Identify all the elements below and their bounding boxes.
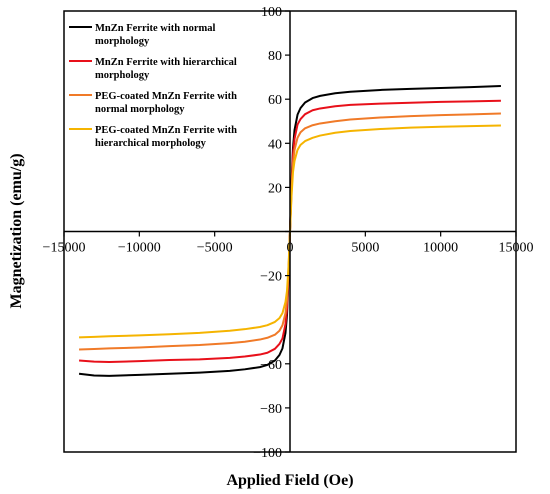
x-tick-label: −5000 xyxy=(197,241,233,256)
legend-label-3: normal morphology xyxy=(95,104,185,115)
x-tick-label: −10000 xyxy=(118,241,161,256)
legend: MnZn Ferrite with normal morphology MnZn F… xyxy=(69,23,237,149)
x-tick-label: 10000 xyxy=(423,241,458,256)
x-tick-label: 0 xyxy=(287,241,294,256)
series-layer xyxy=(78,84,501,377)
y-tick-label: 80 xyxy=(268,49,282,64)
series-line-4 xyxy=(79,124,501,339)
legend-label-1: MnZn Ferrite with normal xyxy=(95,23,216,34)
y-tick-label: 40 xyxy=(268,137,282,152)
y-axis-title: Magnetization (emu/g) xyxy=(8,153,25,308)
legend-label-1: morphology xyxy=(95,36,150,47)
legend-label-3: PEG-coated MnZn Ferrite with xyxy=(95,91,237,102)
legend-label-4: PEG-coated MnZn Ferrite with xyxy=(95,125,237,136)
y-tick-label: −60 xyxy=(260,358,282,373)
axes-layer: −15000 −10000 −5000 0 5000 10000 15000 −100 −80 −… xyxy=(43,5,534,461)
x-tick-label: 15000 xyxy=(499,241,534,256)
y-tick-label: −20 xyxy=(260,270,282,285)
legend-label-4: hierarchical morphology xyxy=(95,138,207,149)
y-tick-label: 20 xyxy=(268,181,282,196)
legend-label-2: morphology xyxy=(95,70,150,81)
x-axis-title: Applied Field (Oe) xyxy=(226,472,353,489)
y-tick-label: −80 xyxy=(260,402,282,417)
y-tick-label: −100 xyxy=(253,446,282,461)
y-tick-label: 60 xyxy=(268,93,282,108)
x-tick-label: −15000 xyxy=(43,241,86,256)
legend-label-2: MnZn Ferrite with hierarchical xyxy=(95,57,237,68)
y-tick-label: 100 xyxy=(261,5,282,20)
x-tick-label: 5000 xyxy=(351,241,379,256)
